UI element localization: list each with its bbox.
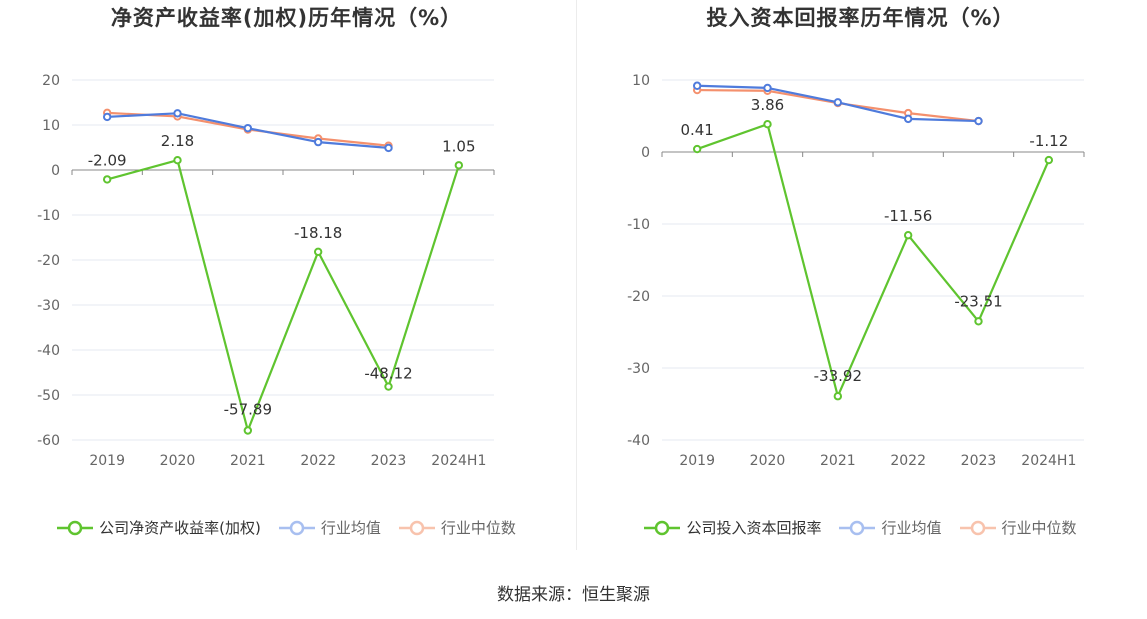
legend-item[interactable]: 行业中位数 [398,517,516,538]
legend-item[interactable]: 行业均值 [839,517,942,538]
x-tick-label: 2022 [890,453,926,469]
y-tick-label: -10 [627,217,650,233]
chart-title: 投入资本回报率历年情况（%） [706,6,1015,30]
chart-panel-roe: 净资产收益率(加权)历年情况（%） 20 10 0 -10 -20 -30 -40 -50 -6… [0,0,573,560]
legend-swatch-marker [970,520,985,535]
data-point [243,426,253,435]
data-label: -11.56 [884,207,932,225]
legend-label: 行业中位数 [1001,519,1077,537]
data-point [763,83,772,93]
legend-item[interactable]: 公司净资产收益率(加权) [57,517,261,538]
legend-swatch-marker [409,520,425,535]
data-point [763,120,772,129]
legend-label: 公司投入资本回报率 [686,519,822,537]
panel-divider [576,0,577,550]
chart-panel-roic: 投入资本回报率历年情况（%） 10 0 -10 -20 -30 -40 2019 2020 20… [574,0,1147,560]
y-tick-label: -40 [627,433,650,449]
legend-swatch-icon [57,520,94,535]
data-point [243,123,253,133]
data-point [384,143,393,153]
data-point [1044,155,1054,165]
legend-label: 行业均值 [320,519,381,537]
data-label: -33.92 [814,367,862,385]
data-point [974,116,983,126]
chart-legend: 公司投入资本回报率 行业均值 行业中位数 [574,517,1147,538]
x-tick-label: 2020 [160,453,196,469]
y-tick-label: -30 [627,361,650,377]
legend-swatch-icon [839,520,876,535]
x-tick-label: 2024H1 [431,453,486,469]
legend-item[interactable]: 行业中位数 [959,517,1077,538]
x-tick-label: 2021 [820,453,856,469]
data-label: 1.05 [442,137,475,155]
data-point [384,382,393,391]
data-label: -2.09 [88,151,127,169]
x-tick-label: 2022 [300,453,336,469]
legend-item[interactable]: 公司投入资本回报率 [644,517,821,538]
legend-label: 行业中位数 [440,519,516,537]
data-point [102,112,112,122]
y-tick-label: 10 [632,73,650,89]
data-label: 0.41 [680,121,713,139]
chart-title: 净资产收益率(加权)历年情况（%） [110,6,463,30]
y-tick-label: -60 [37,433,60,449]
legend-swatch-marker [289,520,305,535]
legend-label: 行业均值 [881,519,942,537]
data-point [903,231,913,240]
y-tick-label: 0 [641,145,650,161]
legend-swatch-icon [278,520,315,535]
y-tick-label: -40 [37,343,60,359]
y-tick-label: -30 [37,298,60,314]
chart-plot-roic: 10 0 -10 -20 -30 -40 2019 2020 2021 2022 2023 2024H… [627,73,1085,469]
y-tick-label: 20 [42,73,60,89]
data-label: -23.51 [954,292,1002,310]
data-point [974,317,983,326]
data-label: -1.12 [1029,132,1068,150]
data-point [102,175,112,184]
x-tick-label: 2021 [230,453,266,469]
data-label: -48.12 [364,365,412,383]
data-point [454,161,464,170]
legend-swatch-icon [644,520,681,535]
y-tick-label: -50 [37,388,60,404]
legend-swatch-marker [67,520,83,535]
data-point [173,109,182,118]
x-tick-label: 2023 [961,453,997,469]
data-point [173,155,182,165]
data-point [903,114,913,124]
data-point [833,392,843,401]
y-tick-label: -20 [37,253,60,269]
data-label: -18.18 [294,224,342,242]
x-tick-label: 2019 [89,453,125,469]
legend-swatch-marker [850,520,865,535]
series-line [106,159,460,432]
data-point [833,98,843,107]
data-label: 3.86 [751,96,784,114]
data-source-note: 数据来源：恒生聚源 [497,585,650,605]
data-label: -57.89 [224,401,272,419]
data-point [313,247,323,257]
x-tick-label: 2024H1 [1021,453,1076,469]
chart-plot-roe: 20 10 0 -10 -20 -30 -40 -50 -60 2019 2020 2021 2022 2… [37,73,495,469]
x-tick-label: 2019 [679,453,715,469]
chart-legend: 公司净资产收益率(加权) 行业均值 行业中位数 [0,517,573,538]
series-line [696,123,1050,398]
y-tick-label: 10 [42,118,60,134]
data-point [313,137,323,147]
y-tick-label: -10 [37,208,60,224]
y-tick-label: 0 [51,163,60,179]
x-tick-label: 2020 [750,453,786,469]
legend-swatch-icon [959,520,996,535]
data-label: 2.18 [161,132,194,150]
legend-item[interactable]: 行业均值 [278,517,381,538]
y-tick-label: -20 [627,289,650,305]
legend-label: 公司净资产收益率(加权) [99,519,261,537]
data-point [692,81,702,90]
x-tick-label: 2023 [371,453,407,469]
legend-swatch-marker [655,520,670,535]
legend-swatch-icon [398,520,435,535]
data-point [692,144,702,154]
